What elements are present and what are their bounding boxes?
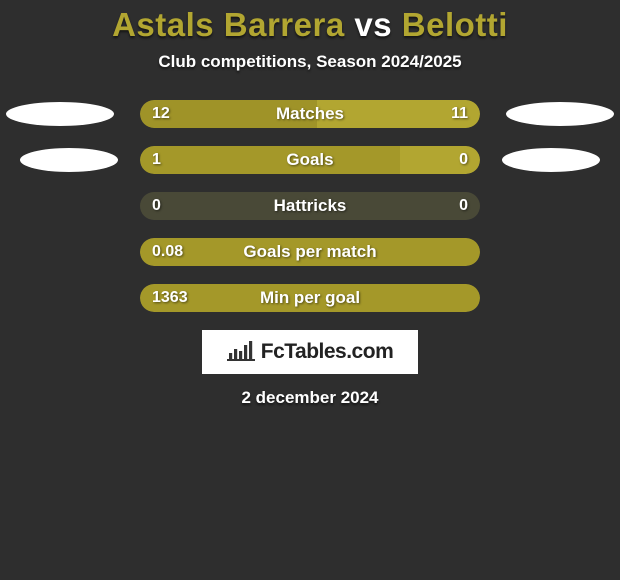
- attribution-logo: FcTables.com: [202, 330, 418, 374]
- page-title: Astals Barrera vs Belotti: [0, 0, 620, 44]
- stat-row: 0.08Goals per match: [0, 238, 620, 266]
- attribution-text: FcTables.com: [261, 340, 394, 364]
- title-player1: Astals Barrera: [112, 6, 345, 43]
- team-bubble-left: [20, 148, 118, 172]
- comparison-infographic: Astals Barrera vs Belotti Club competiti…: [0, 0, 620, 580]
- stat-row: 1363Min per goal: [0, 284, 620, 312]
- team-bubble-left: [6, 102, 114, 126]
- title-player2: Belotti: [402, 6, 508, 43]
- stat-row: 10Goals: [0, 146, 620, 174]
- metric-label: Hattricks: [140, 192, 480, 220]
- date-label: 2 december 2024: [0, 388, 620, 408]
- stat-row: 00Hattricks: [0, 192, 620, 220]
- metric-label: Goals per match: [140, 238, 480, 266]
- title-vs: vs: [354, 6, 392, 43]
- stat-row: 1211Matches: [0, 100, 620, 128]
- subtitle: Club competitions, Season 2024/2025: [0, 52, 620, 72]
- metric-label: Min per goal: [140, 284, 480, 312]
- team-bubble-right: [506, 102, 614, 126]
- metric-label: Matches: [140, 100, 480, 128]
- chart-area: 1211Matches 10Goals 00Hattricks 0.08Goals p…: [0, 100, 620, 312]
- team-bubble-right: [502, 148, 600, 172]
- metric-label: Goals: [140, 146, 480, 174]
- barchart-icon: [227, 339, 255, 366]
